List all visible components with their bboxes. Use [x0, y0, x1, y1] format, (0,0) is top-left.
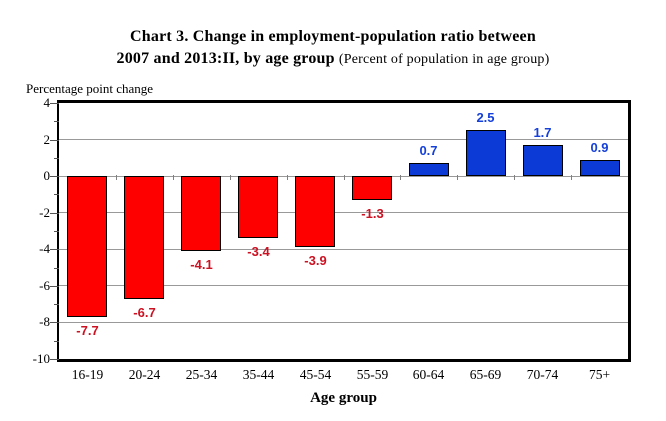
category-axis-tick — [457, 175, 458, 181]
chart-title: Chart 3. Change in employment-population… — [0, 26, 666, 71]
y-axis-major-tick — [50, 322, 59, 323]
zero-line — [59, 175, 628, 177]
x-tick-label: 25-34 — [185, 367, 218, 382]
x-tick-label: 65-69 — [469, 367, 502, 382]
x-tick-label: 45-54 — [299, 367, 332, 382]
chart-title-line2-paren: (Percent of population in age group) — [338, 52, 550, 67]
bar-value-label: -7.7 — [76, 322, 99, 338]
chart-title-line1: Chart 3. Change in employment-population… — [130, 28, 536, 45]
bar-positive — [466, 130, 506, 177]
y-tick-label: -2 — [39, 205, 50, 220]
y-axis-minor-tick — [54, 304, 59, 305]
y-tick-label: 4 — [43, 95, 51, 110]
bar-value-label: -6.7 — [133, 304, 156, 320]
x-tick-label: 60-64 — [412, 367, 445, 382]
y-axis-major-tick — [50, 249, 59, 250]
bar-value-label: 0.9 — [590, 139, 609, 155]
x-tick-label: 16-19 — [71, 367, 104, 382]
y-axis-major-tick — [50, 213, 59, 214]
y-axis-minor-tick — [54, 121, 59, 122]
chart-title-line2: 2007 and 2013:II, by age group (Percent … — [0, 48, 666, 71]
chart-title-line2-bold: 2007 and 2013:II, by age group — [116, 50, 335, 67]
bar-positive — [409, 163, 449, 177]
y-tick-label: -8 — [39, 314, 50, 329]
y-axis-minor-tick — [54, 341, 59, 342]
bar-negative — [67, 176, 107, 317]
plot-frame: -7.7 -6.7 -4.1 -3.4 -3.9 -1.3 0.7 2.5 1.7 0.9 — [57, 100, 631, 362]
y-tick-label: 2 — [43, 132, 51, 147]
gridline — [59, 248, 628, 250]
bar-value-label: 1.7 — [533, 125, 552, 141]
x-tick-label: 70-74 — [526, 367, 559, 382]
bar-negative — [352, 176, 392, 200]
y-axis-major-tick — [50, 103, 59, 104]
category-axis-tick — [400, 175, 401, 181]
y-axis-major-tick — [50, 286, 59, 287]
plot-area: -7.7 -6.7 -4.1 -3.4 -3.9 -1.3 0.7 2.5 1.7 0.9 — [59, 103, 628, 359]
bar-value-label: -1.3 — [361, 205, 384, 221]
category-axis-tick — [287, 175, 288, 181]
x-tick-label: 35-44 — [242, 367, 275, 382]
bar-negative — [295, 176, 335, 248]
y-axis-minor-tick — [54, 194, 59, 195]
y-axis-major-tick — [50, 359, 59, 360]
x-axis-title: Age group — [310, 390, 377, 406]
y-axis-title: Percentage point change — [26, 81, 154, 96]
y-axis-minor-tick — [54, 158, 59, 159]
category-axis-tick — [514, 175, 515, 181]
gridline — [59, 285, 628, 287]
bar-value-label: -3.4 — [247, 244, 270, 260]
bar-positive — [580, 159, 620, 177]
category-axis-tick — [230, 175, 231, 181]
x-tick-label: 20-24 — [128, 367, 161, 382]
y-tick-label: -10 — [32, 351, 50, 366]
bar-negative — [238, 176, 278, 239]
y-axis-major-tick — [50, 176, 59, 177]
y-tick-label: -6 — [39, 278, 50, 293]
bar-value-label: 2.5 — [476, 110, 495, 126]
bar-positive — [523, 145, 563, 177]
bar-negative — [124, 176, 164, 299]
x-tick-label: 55-59 — [356, 367, 389, 382]
y-tick-label: 0 — [43, 168, 51, 183]
bar-value-label: -3.9 — [304, 253, 327, 269]
y-axis-major-tick — [50, 140, 59, 141]
gridline — [59, 212, 628, 214]
y-axis-minor-tick — [54, 268, 59, 269]
bar-value-label: -4.1 — [190, 257, 213, 273]
x-tick-label: 75+ — [588, 367, 611, 382]
category-axis-tick — [344, 175, 345, 181]
y-axis-minor-tick — [54, 231, 59, 232]
y-tick-label: -4 — [39, 241, 50, 256]
gridline — [59, 321, 628, 323]
category-axis-tick — [173, 175, 174, 181]
bar-negative — [181, 176, 221, 252]
category-axis-tick — [571, 175, 572, 181]
category-axis-tick — [116, 175, 117, 181]
bar-value-label: 0.7 — [419, 143, 438, 159]
gridline — [59, 139, 628, 141]
